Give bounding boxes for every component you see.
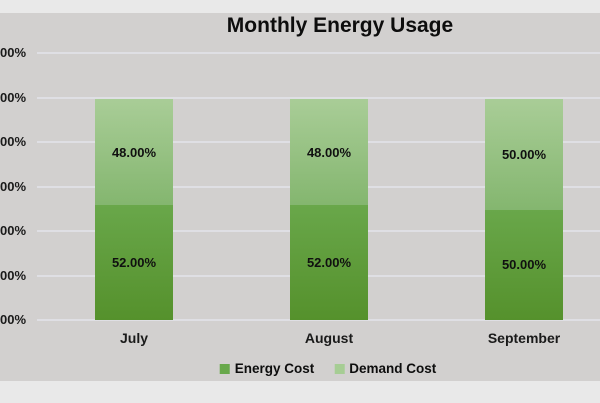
bar-august-demand-segment: 48.00% xyxy=(290,99,368,206)
bar-september-demand-segment: 50.00% xyxy=(485,99,563,210)
legend-label-demand-cost: Demand Cost xyxy=(349,361,437,376)
y-axis-tick-label: 00% xyxy=(0,312,27,327)
axis-label-september: September xyxy=(487,330,561,346)
chart-title: Monthly Energy Usage xyxy=(226,14,454,37)
bar-july-energy-segment: 52.00% xyxy=(95,205,173,320)
gridline xyxy=(37,52,600,54)
legend-item-demand-cost: Demand Cost xyxy=(334,361,436,376)
data-label-energy: 52.00% xyxy=(111,255,157,271)
chart-plot-background: Monthly Energy Usage 48.00% 52.00% 48.00… xyxy=(0,13,600,381)
legend: Energy Cost Demand Cost xyxy=(219,361,436,376)
data-label-energy: 50.00% xyxy=(501,257,547,273)
y-axis-tick-label: 00% xyxy=(0,267,27,283)
gridline xyxy=(37,319,600,321)
bar-september: 50.00% 50.00% xyxy=(485,99,563,320)
bar-september-energy-segment: 50.00% xyxy=(485,209,563,320)
y-axis-tick-label: 00% xyxy=(0,178,27,194)
legend-item-energy-cost: Energy Cost xyxy=(219,361,315,376)
bar-july-demand-segment: 48.00% xyxy=(95,99,173,206)
y-axis-tick-label: 00% xyxy=(0,89,27,105)
y-axis-tick-label: 00% xyxy=(0,45,27,60)
axis-label-august: August xyxy=(304,330,354,346)
axis-label-july: July xyxy=(119,330,149,346)
bar-august-energy-segment: 52.00% xyxy=(290,205,368,320)
y-axis-tick-label: 00% xyxy=(0,134,27,149)
bar-august: 48.00% 52.00% xyxy=(290,99,368,320)
bar-july: 48.00% 52.00% xyxy=(95,99,173,320)
gridline xyxy=(37,96,600,99)
data-label-energy: 52.00% xyxy=(306,255,352,271)
data-label-demand: 50.00% xyxy=(501,146,547,162)
energy-cost-swatch-icon xyxy=(219,363,230,374)
data-label-demand: 48.00% xyxy=(306,144,352,160)
data-label-demand: 48.00% xyxy=(111,144,157,160)
y-axis-tick-label: 00% xyxy=(0,223,27,238)
legend-label-energy-cost: Energy Cost xyxy=(234,361,315,376)
demand-cost-swatch-icon xyxy=(334,363,345,374)
